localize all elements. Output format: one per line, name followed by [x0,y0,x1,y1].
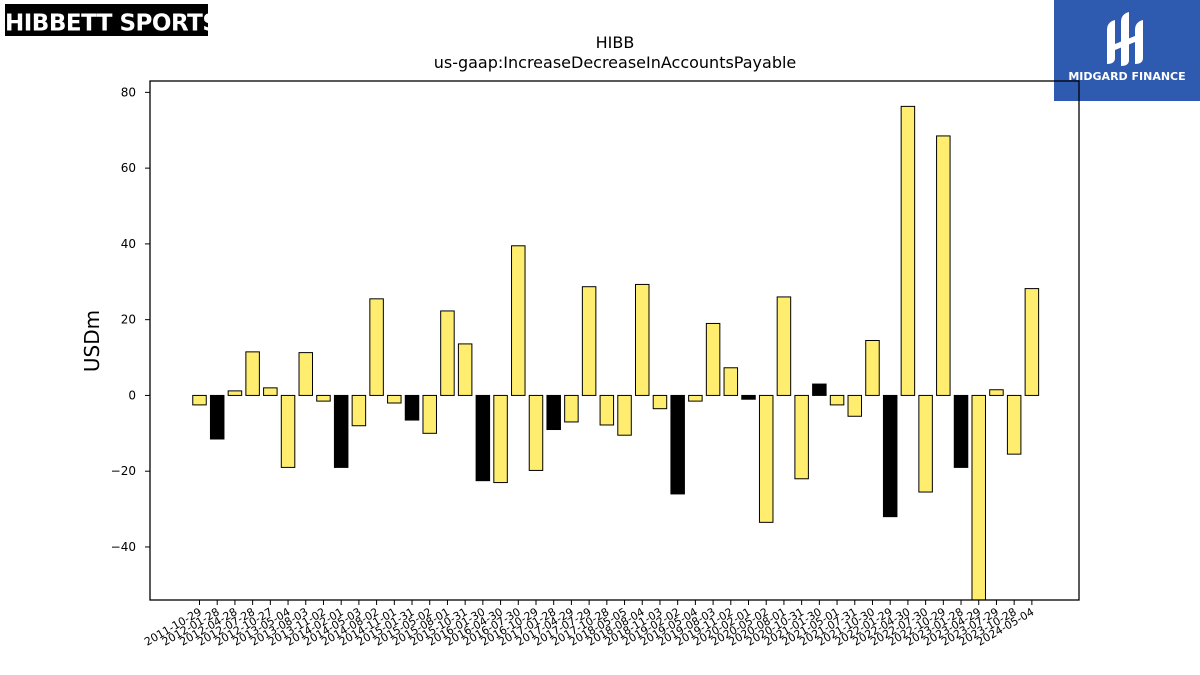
y-tick-label: 40 [121,237,136,251]
bar-2012-07-28 [245,351,260,396]
bar-2013-11-02 [316,394,331,402]
bar-2019-02-02 [670,394,685,495]
bar-2013-05-04 [280,394,296,468]
bar-2023-07-29 [989,389,1004,396]
bar-2022-07-30 [918,394,933,493]
bar-2017-07-29 [581,286,597,396]
bar-2012-10-27 [263,387,278,396]
bar-2020-02-01 [741,394,756,400]
bar-2012-04-28 [227,390,243,396]
bar-2017-01-28 [546,394,561,431]
y-tick-label: −40 [111,540,136,554]
x-ticks-group: 2011-10-292012-01-282012-04-282012-07-28… [142,600,1036,649]
bar-2020-10-31 [794,394,809,480]
bar-2014-02-01 [333,394,349,468]
bar-2017-10-28 [599,394,615,426]
y-tick-label: 60 [121,161,136,175]
bar-2014-05-03 [351,394,367,427]
bar-2013-08-03 [298,352,314,396]
bar-2023-10-28 [1006,394,1022,455]
bar-2023-04-29 [971,394,986,601]
registered-mark: ® [218,14,228,25]
bar-2016-10-29 [528,394,544,471]
bar-2017-04-29 [564,394,579,423]
y-tick-label: 80 [121,85,136,99]
bar-2016-04-30 [493,394,508,484]
chart-subtitle: us-gaap:IncreaseDecreaseInAccountsPayabl… [434,53,797,72]
hibbett-sports-logo: HIBBETT SPORTS® [5,4,228,37]
bar-2014-11-01 [387,394,402,404]
plot-frame [149,80,1080,601]
bar-2022-01-29 [882,394,898,518]
bar-2020-08-01 [776,296,792,396]
bar-2015-01-31 [404,394,420,421]
bar-2021-07-31 [847,394,863,417]
bar-2016-01-30 [475,394,491,482]
bar-2018-05-05 [617,394,632,436]
bar-2019-05-04 [688,394,703,402]
bar-2021-05-01 [829,394,845,406]
bar-2018-11-03 [652,394,668,410]
hibbett-logo-text: HIBBETT SPORTS [5,10,219,37]
y-ticks-group: −40 −20 0 20 40 60 80 [111,85,150,554]
bar-2011-10-29 [192,394,207,406]
bar-2015-10-31 [457,343,473,396]
y-tick-label: 20 [121,313,136,327]
bar-2020-05-02 [758,394,774,523]
bar-2022-04-30 [900,105,916,396]
y-tick-label: 0 [128,388,136,402]
bars-group [192,105,1040,601]
bar-2023-01-28 [953,394,969,468]
midgard-brand-text: MIDGARD FINANCE [1068,70,1186,83]
bar-2019-11-02 [723,367,739,396]
bar-2021-01-30 [812,383,827,396]
bar-2012-01-28 [209,394,225,440]
bar-2019-08-03 [705,322,721,396]
chart-title: HIBB [596,33,635,52]
midgard-monogram-icon [1107,12,1143,66]
y-axis-label: USDm [80,310,104,372]
bar-2022-10-29 [936,135,951,396]
bar-2014-08-02 [369,298,384,396]
bar-2024-05-04 [1024,288,1040,396]
bar-2018-08-04 [635,283,650,396]
bar-2016-07-30 [511,245,526,396]
bar-2021-10-30 [865,340,880,396]
y-tick-label: −20 [111,464,136,478]
bar-2015-08-01 [440,310,455,396]
bar-2015-05-02 [422,394,437,434]
midgard-finance-logo: MIDGARD FINANCE [1054,0,1200,101]
